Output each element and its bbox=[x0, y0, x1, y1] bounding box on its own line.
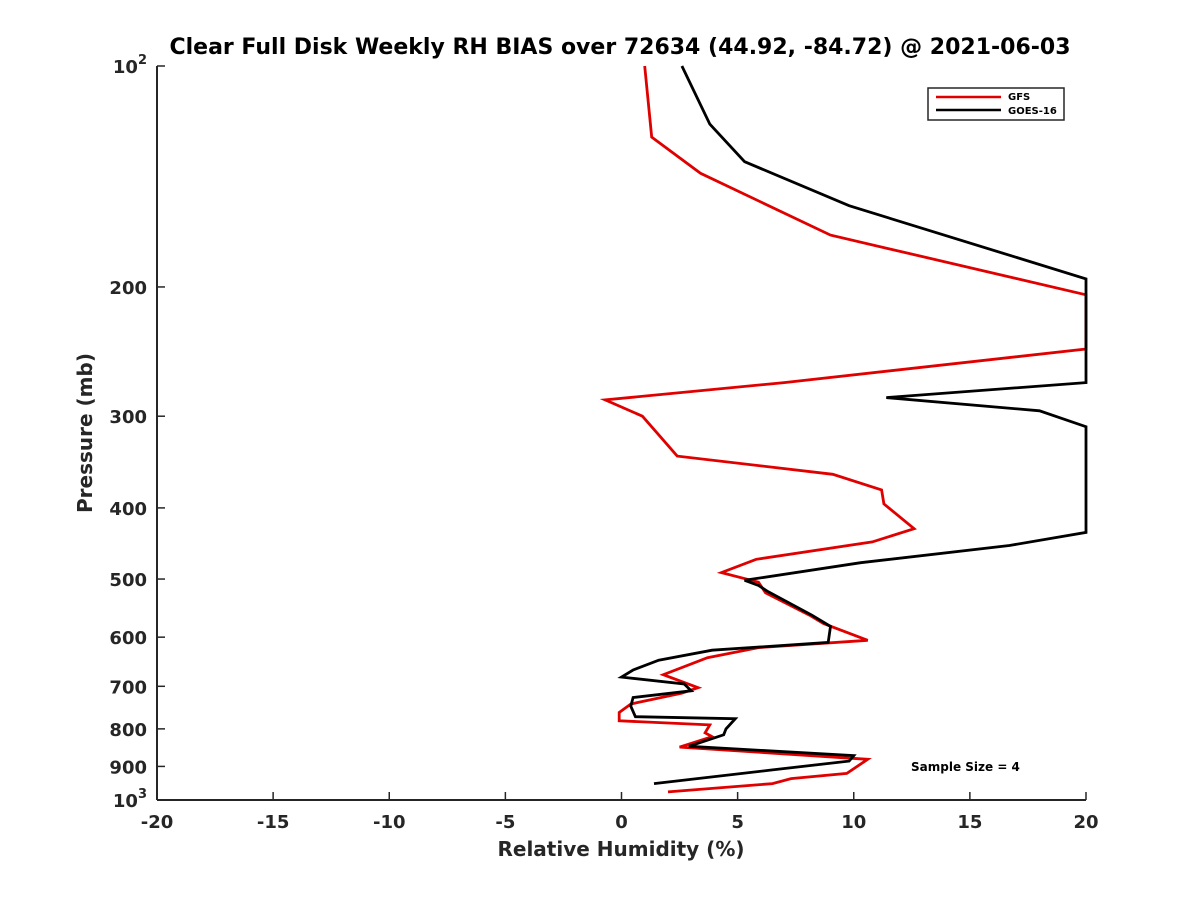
legend: GFS GOES-16 bbox=[927, 87, 1065, 121]
legend-box bbox=[927, 87, 1065, 121]
y-tick-label: 700 bbox=[109, 677, 147, 698]
y-ticks: 102 200 300 400 500 600 700 800 900 103 bbox=[109, 53, 165, 812]
sample-size-annotation: Sample Size = 4 bbox=[911, 760, 1020, 774]
chart-title: Clear Full Disk Weekly RH BIAS over 7263… bbox=[169, 35, 1070, 60]
y-tick-label: 900 bbox=[109, 757, 147, 778]
y-tick-label: 103 bbox=[113, 787, 147, 812]
y-tick-label: 500 bbox=[109, 570, 147, 591]
x-tick-label: 20 bbox=[1073, 812, 1098, 833]
y-tick-label: 800 bbox=[109, 720, 147, 741]
x-tick-label: 10 bbox=[841, 812, 866, 833]
y-tick-label: 400 bbox=[109, 499, 147, 520]
y-tick-label: 300 bbox=[109, 407, 147, 428]
x-tick-label: -15 bbox=[257, 812, 290, 833]
series-line-gfs bbox=[599, 65, 1088, 794]
x-axis-label: Relative Humidity (%) bbox=[497, 837, 744, 861]
x-tick-label: -5 bbox=[495, 812, 515, 833]
x-tick-label: -20 bbox=[141, 812, 174, 833]
x-ticks: -20 -15 -10 -5 0 5 10 15 20 bbox=[141, 792, 1099, 833]
legend-label-gfs: GFS bbox=[1008, 92, 1030, 103]
y-tick-label: 200 bbox=[109, 278, 147, 299]
series-line-goes16 bbox=[617, 65, 1088, 785]
legend-label-goes16: GOES-16 bbox=[1008, 106, 1057, 117]
y-tick-label: 102 bbox=[113, 53, 147, 78]
x-tick-label: -10 bbox=[373, 812, 406, 833]
series-layer bbox=[599, 65, 1088, 794]
y-tick-label: 600 bbox=[109, 628, 147, 649]
x-tick-label: 0 bbox=[615, 812, 628, 833]
x-tick-label: 5 bbox=[731, 812, 744, 833]
y-axis-label: Pressure (mb) bbox=[73, 353, 97, 513]
x-tick-label: 15 bbox=[957, 812, 982, 833]
